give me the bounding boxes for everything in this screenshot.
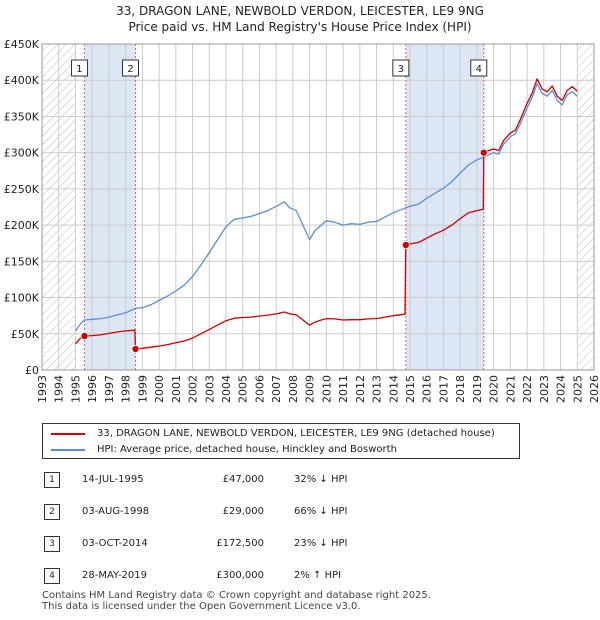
sale-number-badge: 4 [44, 568, 60, 584]
x-tick-label: 1997 [103, 375, 116, 403]
legend-item-property: 33, DRAGON LANE, NEWBOLD VERDON, LEICEST… [51, 426, 495, 442]
sale-point [401, 241, 410, 250]
sale-price: £29,000 [222, 506, 264, 517]
footer-line1: Contains HM Land Registry data © Crown c… [42, 590, 431, 601]
x-tick-label: 2000 [153, 375, 166, 403]
sale-price: £172,500 [216, 538, 264, 549]
sale-date: 03-OCT-2014 [82, 538, 148, 549]
sale-label-text: 1 [76, 64, 82, 75]
x-tick-label: 2003 [203, 375, 216, 403]
y-tick-label: £0 [25, 364, 39, 377]
y-tick-label: £450K [4, 38, 40, 51]
sale-label-text: 3 [398, 64, 404, 75]
x-tick-label: 2007 [270, 375, 283, 403]
x-tick-label: 2013 [371, 375, 384, 403]
sale-number-badge: 3 [44, 536, 60, 552]
sale-hpi-diff: 66% ↓ HPI [294, 506, 348, 517]
sale-label-box [470, 59, 488, 77]
y-tick-label: £350K [4, 110, 40, 123]
y-tick-label: £50K [11, 328, 40, 341]
hatched-region [577, 44, 594, 370]
x-tick-label: 2011 [337, 375, 350, 403]
y-tick-label: £400K [4, 74, 40, 87]
sale-label-text: 4 [476, 64, 482, 75]
x-tick-label: 1996 [86, 375, 99, 403]
sale-label-text: 2 [127, 64, 133, 75]
attribution-footer: Contains HM Land Registry data © Crown c… [42, 590, 582, 612]
x-tick-label: 2001 [170, 375, 183, 403]
sale-row: 3 03-OCT-2014 £172,500 23% ↓ HPI [42, 536, 462, 552]
sale-price: £47,000 [222, 474, 264, 485]
legend-label-property: 33, DRAGON LANE, NEWBOLD VERDON, LEICEST… [97, 428, 495, 439]
chart-legend: 33, DRAGON LANE, NEWBOLD VERDON, LEICEST… [42, 423, 520, 459]
x-tick-label: 2005 [237, 375, 250, 403]
sale-point [80, 331, 89, 340]
x-tick-label: 1993 [36, 375, 49, 403]
y-tick-label: £300K [4, 147, 40, 160]
sale-label-box [70, 59, 88, 77]
x-tick-label: 2004 [220, 375, 233, 403]
x-tick-label: 2022 [521, 375, 534, 403]
x-tick-label: 2024 [555, 375, 568, 403]
sale-point [131, 344, 140, 353]
sale-date: 28-MAY-2019 [82, 570, 148, 581]
sale-price: £300,000 [216, 570, 264, 581]
chart-title-line1: 33, DRAGON LANE, NEWBOLD VERDON, LEICEST… [116, 4, 484, 18]
shaded-period [84, 44, 136, 370]
x-tick-label: 1994 [53, 375, 66, 403]
sale-date: 14-JUL-1995 [82, 474, 144, 485]
x-tick-label: 1999 [136, 375, 149, 403]
sale-row: 2 03-AUG-1998 £29,000 66% ↓ HPI [42, 504, 462, 520]
sale-hpi-diff: 32% ↓ HPI [294, 474, 348, 485]
x-tick-label: 2019 [471, 375, 484, 403]
legend-item-hpi: HPI: Average price, detached house, Hinc… [51, 442, 397, 458]
shaded-period [405, 44, 484, 370]
legend-swatch-hpi [51, 449, 85, 451]
x-tick-label: 2026 [588, 375, 600, 403]
x-tick-label: 2014 [387, 375, 400, 403]
x-tick-label: 2015 [404, 375, 417, 403]
sale-hpi-diff: 23% ↓ HPI [294, 538, 348, 549]
x-tick-label: 2017 [437, 375, 450, 403]
x-tick-label: 1998 [120, 375, 133, 403]
sale-row: 1 14-JUL-1995 £47,000 32% ↓ HPI [42, 472, 462, 488]
chart-title-line2: Price paid vs. HM Land Registry's House … [128, 20, 472, 34]
plot-frame [41, 43, 595, 371]
sale-label-box [122, 59, 140, 77]
x-tick-label: 2009 [304, 375, 317, 403]
x-tick-label: 2002 [187, 375, 200, 403]
property-price-line [75, 78, 578, 350]
x-tick-label: 1995 [69, 375, 82, 403]
x-tick-label: 2023 [538, 375, 551, 403]
y-tick-label: £200K [4, 219, 40, 232]
sale-hpi-diff: 2% ↑ HPI [294, 570, 342, 581]
x-tick-label: 2008 [287, 375, 300, 403]
hpi-line [74, 83, 578, 332]
footer-line2: This data is licensed under the Open Gov… [42, 601, 361, 612]
x-tick-label: 2016 [421, 375, 434, 403]
y-tick-label: £100K [4, 292, 40, 305]
x-tick-label: 2025 [571, 375, 584, 403]
sale-number-badge: 1 [44, 472, 60, 488]
x-tick-label: 2018 [454, 375, 467, 403]
sale-row: 4 28-MAY-2019 £300,000 2% ↑ HPI [42, 568, 462, 584]
x-tick-label: 2021 [504, 375, 517, 403]
y-tick-label: £250K [4, 183, 40, 196]
x-tick-label: 2006 [253, 375, 266, 403]
price-chart: 1 2 3 4 £0 £50K £100K £150K £200K £250K £300K £350… [4, 38, 600, 403]
x-tick-label: 2020 [488, 375, 501, 403]
legend-label-hpi: HPI: Average price, detached house, Hinc… [97, 444, 397, 455]
chart-title: 33, DRAGON LANE, NEWBOLD VERDON, LEICEST… [0, 3, 600, 35]
x-tick-label: 2012 [354, 375, 367, 403]
legend-swatch-property [51, 433, 85, 435]
sale-point [479, 148, 488, 157]
sale-number-badge: 2 [44, 504, 60, 520]
x-tick-label: 2010 [320, 375, 333, 403]
sale-date: 03-AUG-1998 [82, 506, 150, 517]
y-tick-label: £150K [4, 255, 40, 268]
sale-label-box [392, 59, 410, 77]
